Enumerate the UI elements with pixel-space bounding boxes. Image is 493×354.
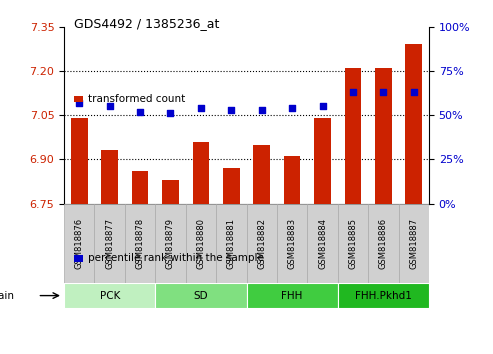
Text: percentile rank within the sample: percentile rank within the sample bbox=[88, 253, 264, 263]
Text: GSM818876: GSM818876 bbox=[75, 218, 84, 269]
Point bbox=[288, 105, 296, 111]
Bar bbox=[125, 204, 155, 283]
Bar bbox=[64, 283, 155, 308]
Point bbox=[227, 107, 235, 113]
Point bbox=[318, 103, 326, 109]
Bar bbox=[102, 150, 118, 204]
Point bbox=[197, 105, 205, 111]
Text: GSM818883: GSM818883 bbox=[287, 218, 297, 269]
Point bbox=[258, 107, 266, 113]
Bar bbox=[74, 96, 83, 102]
Point bbox=[75, 100, 83, 105]
Bar bbox=[71, 118, 88, 204]
Text: FHH: FHH bbox=[282, 291, 303, 301]
Point bbox=[349, 89, 357, 95]
Bar bbox=[132, 171, 148, 204]
Bar bbox=[277, 204, 307, 283]
Bar bbox=[95, 204, 125, 283]
Point bbox=[167, 110, 175, 116]
Text: PCK: PCK bbox=[100, 291, 120, 301]
Bar bbox=[338, 283, 429, 308]
Bar bbox=[223, 168, 240, 204]
Bar bbox=[307, 204, 338, 283]
Text: strain: strain bbox=[0, 291, 15, 301]
Text: GSM818882: GSM818882 bbox=[257, 218, 266, 269]
Bar bbox=[284, 156, 300, 204]
Bar bbox=[246, 283, 338, 308]
Point bbox=[136, 109, 144, 114]
Point bbox=[410, 89, 418, 95]
Bar bbox=[162, 180, 179, 204]
Text: GSM818886: GSM818886 bbox=[379, 218, 388, 269]
Text: SD: SD bbox=[194, 291, 208, 301]
Text: GSM818877: GSM818877 bbox=[105, 218, 114, 269]
Point bbox=[106, 103, 113, 109]
Text: transformed count: transformed count bbox=[88, 94, 185, 104]
Text: GSM818881: GSM818881 bbox=[227, 218, 236, 269]
Bar bbox=[64, 204, 95, 283]
Text: GSM818879: GSM818879 bbox=[166, 218, 175, 269]
Bar bbox=[398, 204, 429, 283]
Text: GSM818884: GSM818884 bbox=[318, 218, 327, 269]
Text: FHH.Pkhd1: FHH.Pkhd1 bbox=[355, 291, 412, 301]
Text: GSM818880: GSM818880 bbox=[196, 218, 206, 269]
Bar bbox=[345, 68, 361, 204]
Bar bbox=[155, 204, 186, 283]
Bar bbox=[314, 118, 331, 204]
Bar bbox=[216, 204, 246, 283]
Text: GSM818878: GSM818878 bbox=[136, 218, 144, 269]
Bar bbox=[74, 255, 83, 262]
Bar bbox=[253, 144, 270, 204]
Bar bbox=[368, 204, 398, 283]
Bar bbox=[246, 204, 277, 283]
Bar bbox=[338, 204, 368, 283]
Text: GDS4492 / 1385236_at: GDS4492 / 1385236_at bbox=[74, 17, 219, 30]
Bar bbox=[155, 283, 246, 308]
Point bbox=[380, 89, 387, 95]
Text: GSM818885: GSM818885 bbox=[349, 218, 357, 269]
Bar bbox=[193, 142, 209, 204]
Bar bbox=[405, 44, 422, 204]
Bar bbox=[375, 68, 391, 204]
Bar bbox=[186, 204, 216, 283]
Text: GSM818887: GSM818887 bbox=[409, 218, 418, 269]
